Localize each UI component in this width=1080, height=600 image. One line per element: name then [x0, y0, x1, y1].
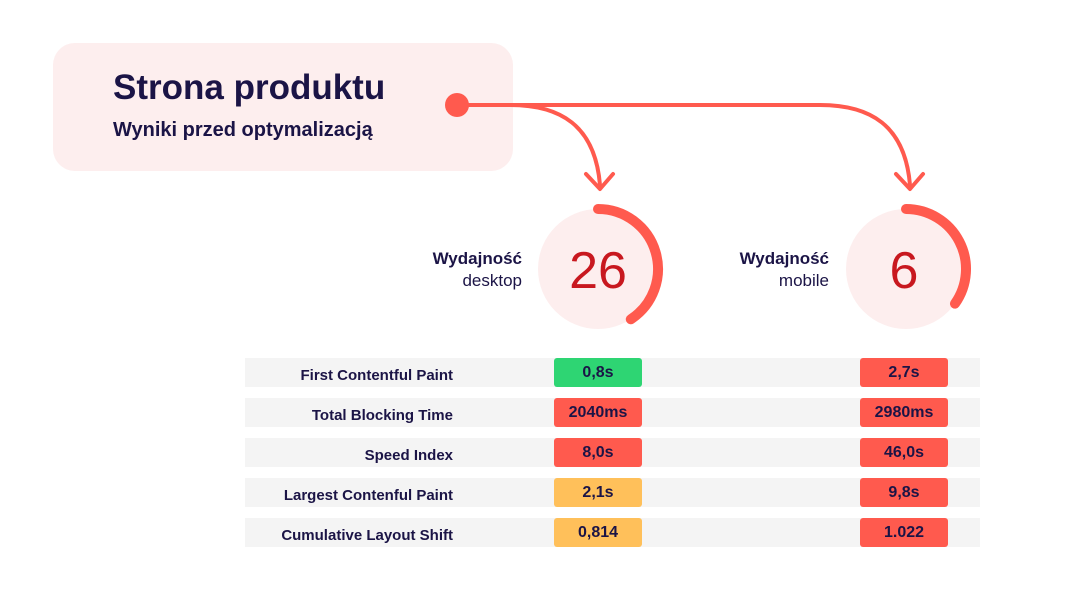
metric-row: Total Blocking Time 2040ms 2980ms	[245, 398, 980, 427]
desktop-score-device: desktop	[462, 271, 522, 290]
mobile-score-device: mobile	[778, 271, 829, 290]
desktop-gauge-arc	[593, 204, 663, 325]
metric-row: First Contentful Paint 0,8s 2,7s	[245, 358, 980, 387]
arrow-to-desktop	[455, 103, 602, 187]
desktop-score-value: 26	[569, 242, 627, 300]
desktop-gauge-bg	[538, 209, 658, 329]
mobile-metric-value: 2,7s	[860, 358, 948, 387]
mobile-metric-value: 2980ms	[860, 398, 948, 427]
metric-row: Speed Index 8,0s 46,0s	[245, 438, 980, 467]
metric-row: Cumulative Layout Shift 0,814 1.022	[245, 518, 980, 547]
mobile-metric-value: 46,0s	[860, 438, 948, 467]
mobile-score-title: Wydajność	[739, 249, 829, 268]
desktop-score-title: Wydajność	[432, 249, 522, 268]
desktop-metric-value: 0,8s	[554, 358, 642, 387]
metric-name: Largest Contenful Paint	[283, 487, 453, 504]
desktop-metric-value: 8,0s	[554, 438, 642, 467]
arrow-head-mobile-icon	[894, 172, 925, 191]
arrow-head-desktop-icon	[584, 172, 615, 191]
desktop-metric-value: 2,1s	[554, 478, 642, 507]
metric-row: Largest Contenful Paint 2,1s 9,8s	[245, 478, 980, 507]
page-title: Strona produktu	[113, 68, 386, 107]
mobile-gauge-arc	[901, 204, 971, 309]
mobile-metric-value: 1.022	[860, 518, 948, 547]
desktop-metric-value: 2040ms	[554, 398, 642, 427]
metric-name: Cumulative Layout Shift	[281, 527, 453, 544]
mobile-gauge-bg	[846, 209, 966, 329]
mobile-score-label: Wydajność mobile	[689, 248, 829, 292]
desktop-score-label: Wydajność desktop	[382, 248, 522, 292]
metric-name: Total Blocking Time	[311, 407, 453, 424]
arrow-to-mobile	[508, 103, 912, 187]
desktop-metric-value: 0,814	[554, 518, 642, 547]
title-card	[53, 43, 513, 171]
mobile-score-value: 6	[889, 242, 919, 300]
mobile-metric-value: 9,8s	[860, 478, 948, 507]
metric-name: First Contentful Paint	[300, 367, 454, 384]
metric-name: Speed Index	[364, 447, 453, 464]
page-subtitle: Wyniki przed optymalizacją	[113, 119, 373, 141]
